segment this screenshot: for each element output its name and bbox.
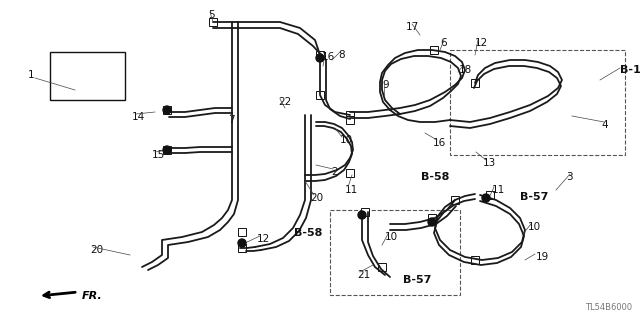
Text: 10: 10	[528, 222, 541, 232]
Circle shape	[163, 106, 171, 114]
Bar	[209, 18, 217, 26]
Text: 16: 16	[433, 138, 446, 148]
Text: 9: 9	[382, 80, 388, 90]
Circle shape	[316, 54, 324, 62]
Text: 16: 16	[322, 52, 335, 62]
Text: 12: 12	[257, 234, 270, 244]
Text: B-58: B-58	[294, 228, 323, 238]
Text: 11: 11	[345, 185, 358, 195]
Bar	[163, 106, 171, 114]
Text: B-58: B-58	[421, 172, 449, 182]
Text: 22: 22	[278, 97, 291, 107]
Circle shape	[163, 146, 171, 154]
Text: 19: 19	[536, 252, 549, 262]
Text: 10: 10	[340, 135, 353, 145]
Bar	[471, 79, 479, 87]
Bar	[471, 256, 479, 264]
Text: B-57: B-57	[520, 192, 548, 202]
Text: 20: 20	[90, 245, 103, 255]
Text: 2: 2	[331, 167, 338, 177]
Bar	[430, 46, 438, 54]
Bar	[346, 116, 354, 124]
Bar	[361, 208, 369, 216]
Bar	[451, 196, 459, 204]
Circle shape	[428, 218, 436, 226]
Text: TL54B6000: TL54B6000	[585, 303, 632, 312]
Text: 12: 12	[475, 38, 488, 48]
Bar	[450, 50, 625, 155]
Bar	[486, 191, 494, 199]
Text: 1: 1	[28, 70, 35, 80]
Text: 6: 6	[440, 38, 447, 48]
Text: 14: 14	[132, 112, 145, 122]
Text: 7: 7	[228, 115, 235, 125]
Text: 11: 11	[492, 185, 505, 195]
Bar	[346, 169, 354, 177]
Text: B-17-20: B-17-20	[620, 65, 640, 75]
Text: 8: 8	[338, 50, 344, 60]
Bar	[316, 51, 324, 59]
Text: 3: 3	[566, 172, 573, 182]
Bar	[163, 146, 171, 154]
Text: 4: 4	[601, 120, 607, 130]
Bar	[428, 214, 436, 222]
Text: FR.: FR.	[82, 291, 103, 301]
Bar	[378, 263, 386, 271]
Bar	[238, 244, 246, 252]
Bar	[346, 111, 354, 119]
Text: B-57: B-57	[403, 275, 431, 285]
Circle shape	[482, 194, 490, 202]
Text: 13: 13	[483, 158, 496, 168]
Bar	[330, 210, 460, 295]
Text: 10: 10	[385, 232, 398, 242]
Bar	[238, 228, 246, 236]
Text: 21: 21	[357, 270, 371, 280]
Bar	[50, 52, 125, 100]
Text: 5: 5	[208, 10, 214, 20]
Text: 20: 20	[310, 193, 323, 203]
Text: 17: 17	[406, 22, 419, 32]
Bar	[316, 91, 324, 99]
Text: 18: 18	[459, 65, 472, 75]
Text: 15: 15	[152, 150, 165, 160]
Circle shape	[238, 239, 246, 247]
Circle shape	[358, 211, 366, 219]
